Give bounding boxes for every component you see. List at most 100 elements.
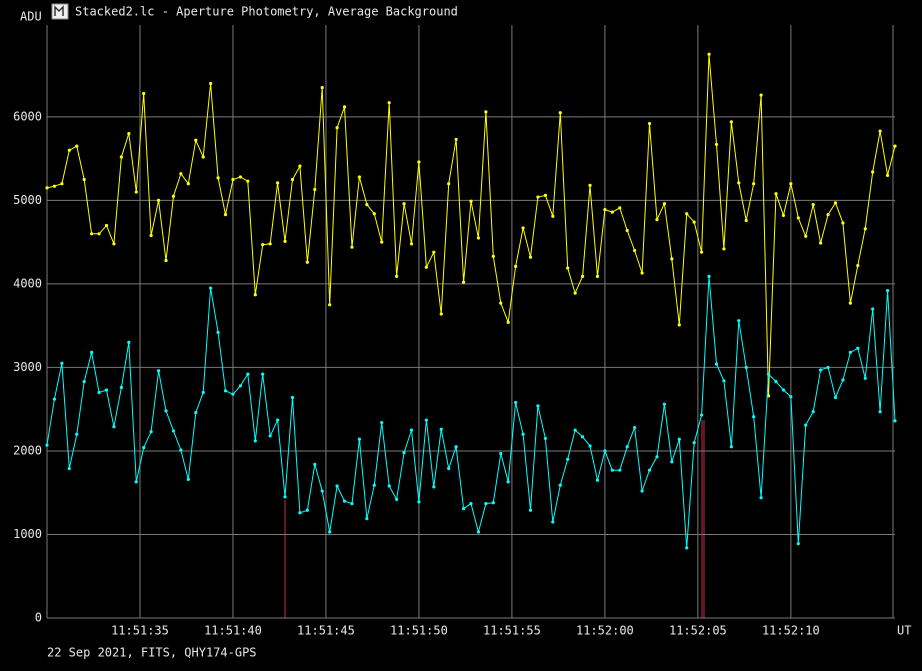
data-point xyxy=(655,218,659,222)
data-point xyxy=(856,346,860,350)
data-point xyxy=(409,242,414,246)
data-point xyxy=(893,419,897,423)
data-point xyxy=(357,437,362,441)
y-tick-label: 3000 xyxy=(13,360,42,374)
y-tick-label: 0 xyxy=(35,611,42,625)
data-point xyxy=(97,390,101,395)
data-point xyxy=(692,220,696,224)
data-point xyxy=(179,172,183,176)
app-icon xyxy=(51,3,69,20)
data-point xyxy=(752,415,756,419)
data-point xyxy=(618,468,622,472)
data-point xyxy=(536,195,540,199)
data-point xyxy=(156,198,161,202)
data-point xyxy=(298,511,302,515)
data-point xyxy=(863,376,867,380)
data-point xyxy=(261,372,265,376)
data-point xyxy=(209,286,213,290)
data-point xyxy=(551,520,555,524)
data-point xyxy=(491,501,495,505)
data-point xyxy=(871,307,875,311)
data-point xyxy=(781,213,786,218)
data-point xyxy=(506,320,510,324)
data-point xyxy=(134,480,138,484)
data-point xyxy=(335,126,339,130)
data-point xyxy=(179,448,183,452)
data-point xyxy=(856,263,860,268)
data-point xyxy=(781,388,786,392)
data-point xyxy=(424,265,428,269)
data-point xyxy=(640,271,644,275)
data-point xyxy=(625,445,629,449)
data-point xyxy=(104,223,109,228)
data-point xyxy=(662,202,667,206)
data-point xyxy=(127,340,131,344)
data-point xyxy=(826,212,830,217)
data-point xyxy=(60,361,64,365)
data-point xyxy=(543,436,547,441)
data-point xyxy=(871,170,875,174)
data-point xyxy=(201,155,205,159)
data-point xyxy=(82,177,86,182)
data-point xyxy=(811,410,815,414)
y-tick-label: 5000 xyxy=(13,193,42,207)
data-point xyxy=(395,497,399,501)
data-point xyxy=(833,201,838,205)
data-point xyxy=(841,378,845,382)
data-point xyxy=(774,380,778,384)
data-point xyxy=(409,428,414,432)
data-point xyxy=(447,466,451,471)
data-point xyxy=(841,221,845,225)
data-point xyxy=(573,291,577,295)
data-point xyxy=(685,546,689,550)
data-point xyxy=(134,190,138,194)
data-point xyxy=(595,274,600,278)
data-point xyxy=(82,380,86,384)
data-point xyxy=(640,489,644,493)
data-point xyxy=(45,443,49,447)
data-point xyxy=(313,187,317,192)
data-point xyxy=(521,432,525,436)
data-point xyxy=(819,368,823,372)
data-point xyxy=(268,434,272,438)
data-point xyxy=(819,241,823,245)
data-point xyxy=(365,202,369,207)
data-point xyxy=(320,86,324,90)
data-point xyxy=(476,530,481,534)
data-point xyxy=(647,468,652,472)
data-point xyxy=(848,301,852,305)
data-point xyxy=(149,233,153,238)
data-point xyxy=(536,404,540,408)
data-point xyxy=(335,484,339,488)
data-point xyxy=(662,402,667,406)
data-point xyxy=(216,176,220,180)
data-point xyxy=(670,460,674,464)
data-point xyxy=(372,212,376,216)
data-point xyxy=(461,506,466,511)
data-point xyxy=(313,462,317,466)
data-point xyxy=(737,181,741,185)
data-point xyxy=(372,483,376,487)
data-point xyxy=(737,319,741,323)
data-point xyxy=(149,430,153,434)
data-point xyxy=(298,164,302,168)
data-point xyxy=(75,432,79,436)
data-point xyxy=(789,395,793,399)
data-point xyxy=(90,350,94,355)
data-point xyxy=(127,131,131,136)
data-point xyxy=(223,389,228,393)
data-point xyxy=(45,186,49,190)
data-point xyxy=(417,160,421,164)
data-point xyxy=(365,517,369,521)
data-point xyxy=(774,192,778,196)
data-point xyxy=(112,425,116,429)
data-point xyxy=(647,121,652,126)
data-point xyxy=(171,194,176,198)
data-point xyxy=(231,392,235,396)
data-point xyxy=(833,395,838,400)
data-point xyxy=(52,184,57,188)
data-point xyxy=(447,182,451,186)
data-point xyxy=(744,365,748,370)
